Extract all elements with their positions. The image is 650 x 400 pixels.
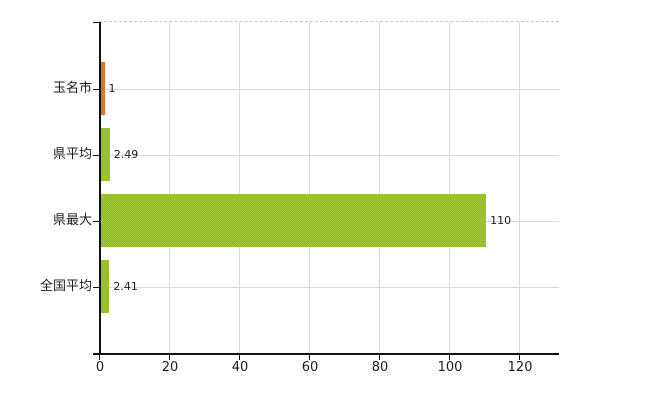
x-tick [449,355,451,360]
x-tick [239,355,241,360]
h-gridline [99,287,559,288]
v-gridline [239,22,241,353]
x-axis-line [93,353,559,355]
bar [101,260,110,313]
x-tick-label: 80 [371,360,389,375]
category-label: 県平均 [52,146,92,162]
y-tick [93,287,99,288]
y-tick [93,155,99,156]
bar [101,194,487,247]
bar-value-label: 110 [490,213,512,227]
x-tick [379,355,381,360]
h-gridline [99,155,559,156]
x-tick [169,355,170,360]
x-tick-label: 0 [95,360,105,375]
y-axis-line [99,22,101,355]
v-gridline [519,22,521,353]
h-gridline [99,89,559,90]
v-gridline [309,22,311,353]
y-tick [93,22,99,23]
x-tick [99,355,100,360]
plot-top-border [99,21,559,22]
category-label: 県最大 [52,212,92,228]
category-label: 玉名市 [52,80,92,96]
x-tick [309,355,311,360]
v-gridline [379,22,381,353]
x-tick-label: 40 [231,360,249,375]
v-gridline [169,22,170,353]
bar-value-label: 2.49 [113,147,139,161]
bar-value-label: 1 [108,81,116,95]
x-tick-label: 120 [507,360,533,375]
x-tick-label: 60 [301,360,319,375]
y-tick [93,221,99,222]
x-tick [519,355,521,360]
v-gridline [449,22,451,353]
bar [101,128,110,181]
bar [101,62,105,115]
x-tick-label: 20 [161,360,179,375]
x-tick-label: 100 [437,360,463,375]
y-tick [93,89,99,90]
category-label: 全国平均 [39,278,92,294]
bar-value-label: 2.41 [113,279,138,293]
